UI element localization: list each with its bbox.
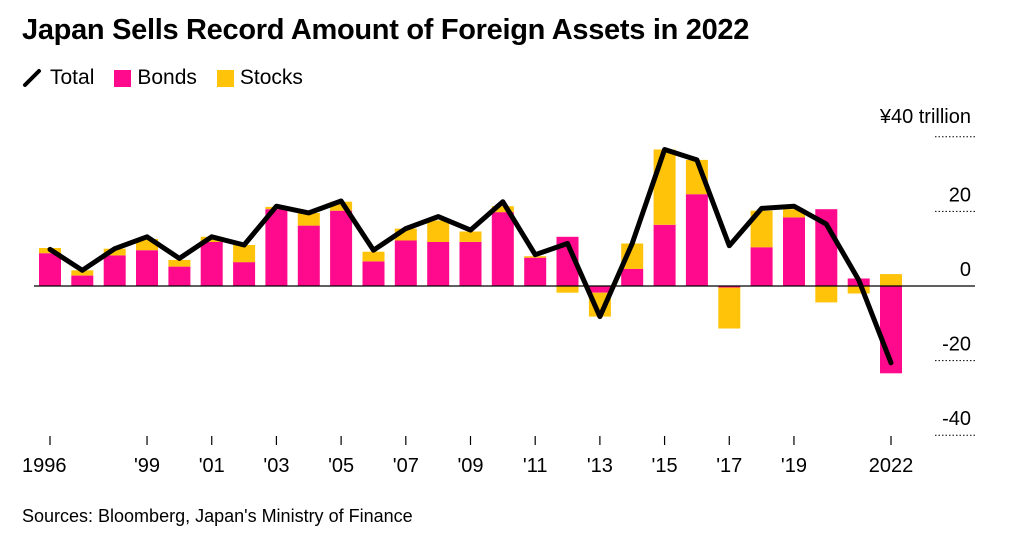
bonds-bar-2019 [783, 217, 805, 286]
bonds-bar-2016 [685, 194, 708, 286]
bonds-bar-2018 [750, 247, 773, 286]
stocks-bar-2020 [815, 286, 838, 303]
legend-label-total: Total [50, 66, 95, 89]
bonds-bar-2008 [427, 242, 450, 286]
stocks-bar-2008 [427, 220, 450, 242]
bonds-bar-1998 [103, 255, 126, 286]
legend-item-total: Total [22, 66, 94, 90]
stocks-bar-1999 [136, 239, 158, 251]
y-tick-label-20: 20 [949, 184, 971, 206]
stocks-bar-2007 [394, 228, 417, 241]
bonds-bar-1997 [71, 275, 94, 286]
bonds-bar-2015 [653, 224, 676, 286]
stocks-bar-2004 [297, 212, 320, 226]
y-tick-label-0: 0 [960, 259, 971, 281]
bonds-bar-2012 [556, 236, 579, 286]
x-tick-label-2022: 2022 [869, 455, 914, 477]
x-tick-label-1996: 1996 [22, 455, 67, 477]
bonds-bar-2006 [362, 261, 385, 286]
bonds-bar-2009 [459, 242, 482, 286]
stocks-bar-2018 [750, 210, 773, 248]
x-axis: 1996 '99 '01 '03 '05 '07 '09 '11 '13 '15 '17 '19 202… [22, 436, 913, 477]
bars-layer [39, 149, 902, 374]
bonds-bar-2017 [718, 286, 741, 288]
source-note: Sources: Bloomberg, Japan's Ministry of … [22, 506, 413, 526]
x-tick-label-2009: '09 [457, 455, 483, 477]
legend-item-bonds: Bonds [114, 66, 197, 90]
stocks-bar-2012 [556, 286, 579, 293]
y-axis: 20 0 -20 -40 ¥40 trillion [879, 106, 971, 430]
stocks-bar-2009 [459, 231, 482, 242]
bonds-bar-2011 [524, 257, 547, 286]
stocks-bar-2006 [362, 251, 385, 262]
stocks-bar-1997 [71, 270, 94, 276]
x-tick-label-2003: '03 [263, 455, 289, 477]
x-tick-label-2001: '01 [199, 455, 225, 477]
x-tick-label-2017: '17 [716, 455, 742, 477]
stocks-swatch-icon [216, 69, 234, 87]
y-tick-label--20: -20 [942, 334, 971, 356]
y-tick-label--40: -40 [942, 408, 971, 430]
bonds-swatch-icon [114, 69, 132, 87]
bonds-bar-1996 [39, 253, 61, 286]
legend-label-stocks: Stocks [239, 66, 303, 89]
x-tick-label-2019: '19 [781, 455, 807, 477]
bonds-bar-2014 [621, 268, 644, 286]
legend: Total Bonds Stocks [22, 66, 323, 90]
bonds-bar-2003 [265, 209, 288, 286]
y-unit-label: ¥40 trillion [879, 106, 971, 128]
bonds-bar-2010 [491, 212, 514, 286]
gridlines-layer [34, 136, 975, 436]
total-layer [47, 147, 894, 366]
stocks-bar-2002 [233, 245, 256, 263]
bonds-bar-2005 [330, 210, 353, 286]
x-tick-label-2015: '15 [652, 455, 678, 477]
x-tick-label-2011: '11 [523, 455, 548, 477]
stocks-bar-2000 [168, 259, 191, 267]
legend-label-bonds: Bonds [137, 66, 197, 89]
stocks-bar-2022 [880, 274, 902, 286]
stocks-bar-2019 [783, 209, 805, 218]
bonds-bar-2002 [233, 262, 256, 286]
bonds-bar-2007 [394, 240, 417, 286]
x-tick-label-1999: '99 [134, 455, 160, 477]
bonds-bar-2020 [815, 209, 838, 286]
stocks-bar-2017 [718, 287, 741, 329]
stocks-bar-2005 [330, 201, 353, 211]
stocks-bar-2010 [491, 206, 514, 213]
bonds-bar-2001 [200, 242, 223, 286]
stocks-bar-2021 [847, 286, 870, 294]
x-tick-label-2007: '07 [393, 455, 419, 477]
x-tick-label-2005: '05 [328, 455, 354, 477]
total-line-icon [23, 69, 41, 87]
chart-title: Japan Sells Record Amount of Foreign Ass… [22, 14, 750, 46]
stocks-bar-2015 [653, 149, 676, 225]
stocks-bar-1998 [103, 248, 126, 256]
bonds-bar-2000 [168, 266, 191, 286]
bonds-bar-1999 [136, 250, 158, 286]
x-tick-label-2013: '13 [587, 455, 613, 477]
bonds-bar-2013 [588, 286, 611, 293]
legend-item-stocks: Stocks [216, 66, 303, 90]
bonds-bar-2004 [297, 225, 320, 286]
